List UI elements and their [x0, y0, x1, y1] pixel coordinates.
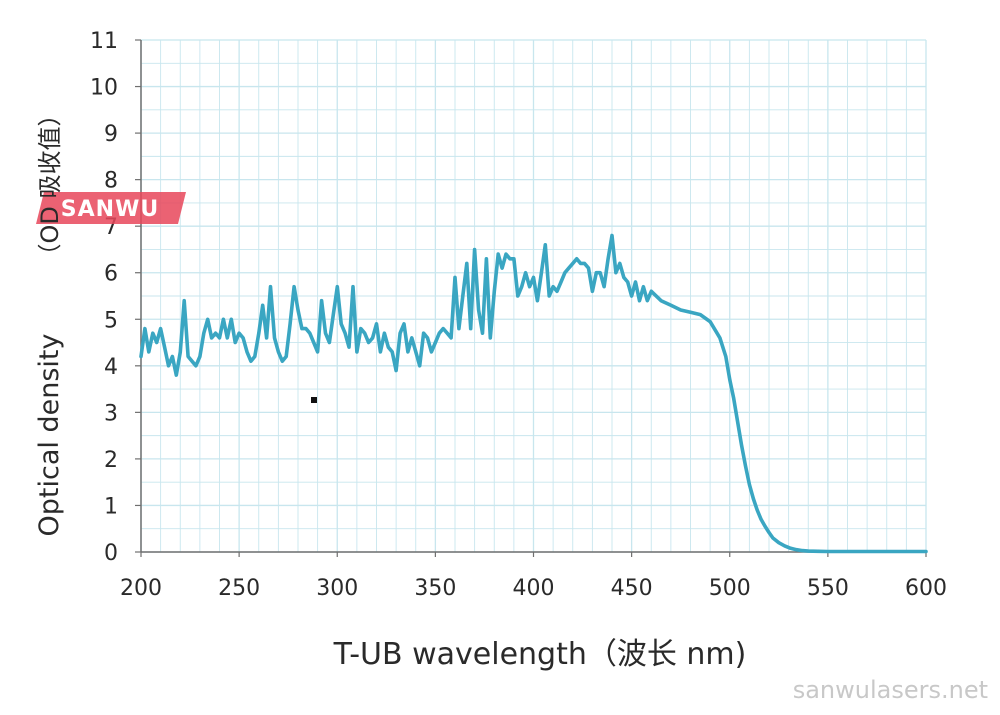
watermark-text: SANWU: [61, 197, 159, 222]
x-tick-labels: 200 250 300 350 400 450 500 550 600: [120, 552, 947, 601]
x-tick-label: 250: [218, 576, 260, 601]
y-tick-label: 1: [104, 494, 118, 519]
x-tick-label: 500: [709, 576, 751, 601]
x-tick-label: 450: [611, 576, 653, 601]
site-url-text: sanwulasers.net: [793, 676, 988, 704]
y-tick-label: 11: [90, 29, 118, 54]
marker-dot: [311, 397, 317, 403]
x-tick-label: 350: [414, 576, 456, 601]
x-axis-title: T-UB wavelength（波长 nm): [333, 637, 747, 672]
watermark-banner: [36, 192, 186, 224]
y-tick-label: 3: [104, 401, 118, 426]
y-tick-label: 4: [104, 355, 118, 380]
x-tick-label: 600: [905, 576, 947, 601]
y-tick-label: 9: [104, 122, 118, 147]
x-tick-label: 300: [316, 576, 358, 601]
y-tick-label: 2: [104, 448, 118, 473]
series-line-optical-density: [139, 233, 928, 554]
y-tick-label: 5: [104, 308, 118, 333]
y-tick-label: 0: [104, 541, 118, 566]
y-tick-label: 10: [90, 76, 118, 101]
y-tick-label: 6: [104, 262, 118, 287]
x-tick-label: 550: [807, 576, 849, 601]
y-tick-label: 8: [104, 169, 118, 194]
y-axis-title-secondary: （OD 吸收值）: [36, 103, 64, 268]
chart-grid: [140, 39, 927, 553]
y-axis-title: Optical density: [34, 334, 65, 537]
x-tick-label: 400: [513, 576, 555, 601]
sanwu-watermark-logo: SANWU: [36, 192, 186, 224]
x-tick-label: 200: [120, 576, 162, 601]
